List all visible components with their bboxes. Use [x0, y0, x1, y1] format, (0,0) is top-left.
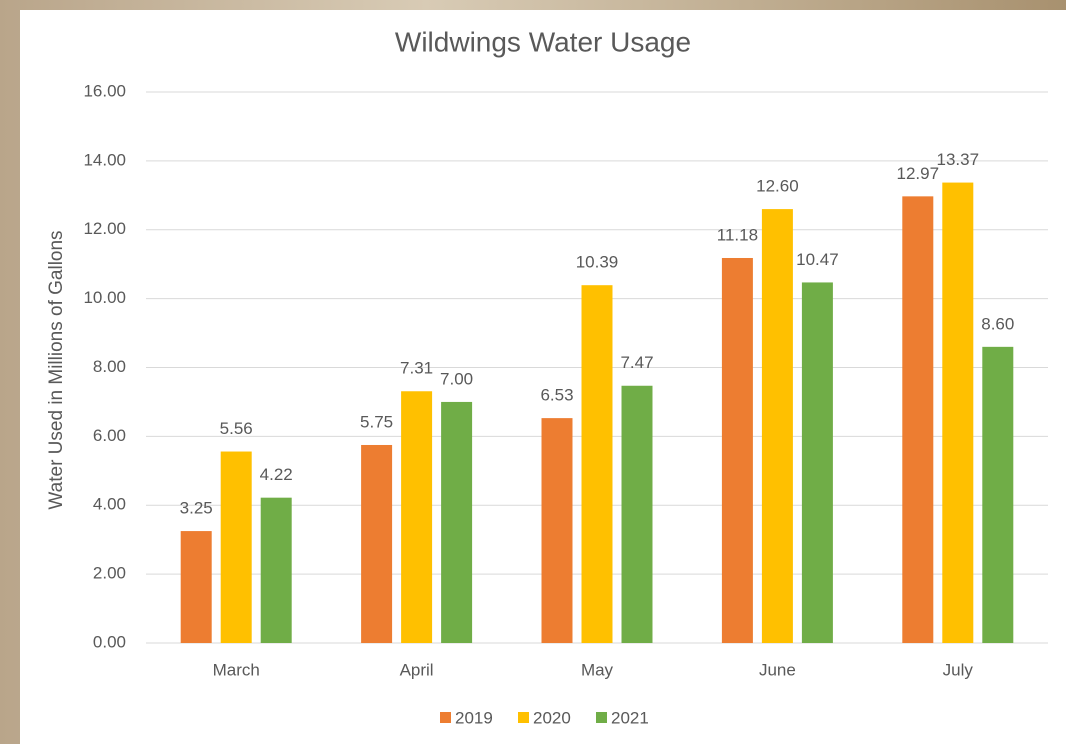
bar — [181, 531, 212, 643]
chart-title: Wildwings Water Usage — [395, 26, 691, 57]
data-label: 13.37 — [937, 150, 980, 169]
data-label: 11.18 — [717, 225, 758, 244]
legend-swatch — [518, 712, 529, 723]
bar — [361, 445, 392, 643]
data-label: 12.60 — [756, 177, 799, 196]
data-label: 6.53 — [540, 386, 573, 405]
bar — [441, 402, 472, 643]
bar — [622, 386, 653, 643]
data-label: 10.47 — [796, 250, 839, 269]
data-label: 3.25 — [180, 499, 213, 518]
bar — [942, 183, 973, 643]
y-tick-label: 6.00 — [93, 426, 126, 445]
bar — [401, 391, 432, 643]
bar — [261, 498, 292, 643]
page: Wildwings Water Usage Water Used in Mill… — [0, 0, 1066, 744]
x-tick-label: June — [759, 660, 796, 679]
legend-label: 2020 — [533, 708, 571, 727]
bar — [902, 196, 933, 643]
data-label: 4.22 — [260, 465, 293, 484]
y-tick-label: 16.00 — [83, 81, 126, 100]
legend-swatch — [596, 712, 607, 723]
y-tick-label: 10.00 — [83, 288, 126, 307]
y-tick-label: 0.00 — [93, 632, 126, 651]
y-tick-label: 8.00 — [93, 357, 126, 376]
bar — [582, 285, 613, 643]
data-label: 7.00 — [440, 369, 473, 388]
y-tick-label: 4.00 — [93, 495, 126, 514]
chart: Wildwings Water Usage Water Used in Mill… — [0, 0, 1066, 744]
bar — [542, 418, 573, 643]
data-label: 12.97 — [897, 164, 940, 183]
legend-swatch — [440, 712, 451, 723]
data-label: 8.60 — [981, 314, 1014, 333]
x-tick-label: March — [213, 660, 260, 679]
data-label: 5.56 — [220, 419, 253, 438]
data-label: 7.47 — [620, 353, 653, 372]
data-label: 7.31 — [400, 359, 433, 378]
x-tick-label: May — [581, 660, 614, 679]
y-tick-label: 12.00 — [83, 219, 126, 238]
bar — [762, 209, 793, 643]
legend-label: 2019 — [455, 708, 493, 727]
x-tick-label: April — [400, 660, 434, 679]
y-axis-label: Water Used in Millions of Gallons — [46, 230, 67, 509]
bar — [982, 347, 1013, 643]
data-label: 10.39 — [576, 253, 619, 272]
data-label: 5.75 — [360, 412, 393, 431]
y-tick-label: 2.00 — [93, 564, 126, 583]
legend-label: 2021 — [611, 708, 649, 727]
y-tick-label: 14.00 — [83, 150, 126, 169]
bar — [221, 452, 252, 643]
x-tick-label: July — [943, 660, 974, 679]
bar — [802, 282, 833, 643]
bar — [722, 258, 753, 643]
